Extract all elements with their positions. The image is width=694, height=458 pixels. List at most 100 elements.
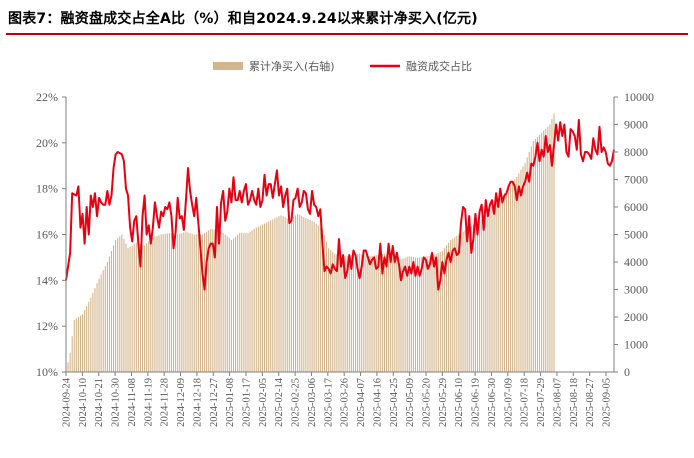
bar (253, 229, 255, 372)
bar (113, 245, 115, 372)
bar (518, 173, 520, 372)
bar (251, 230, 253, 373)
bar (144, 245, 146, 372)
bar (344, 256, 346, 372)
header: 图表7：融资盘成交占全A比（%）和自2024.9.24以来累计净买入(亿元) (0, 0, 694, 35)
bar (338, 255, 340, 373)
x-tick-label: 2024-12-09 (176, 378, 187, 427)
bar (84, 310, 86, 373)
bar (392, 257, 394, 373)
bar (133, 244, 135, 373)
bar (305, 218, 307, 372)
bar (158, 235, 160, 372)
bar (398, 258, 400, 372)
line-path (65, 118, 615, 291)
legend: 累计净买入(右轴) 融资成交占比 (213, 59, 472, 73)
left-tick-label: 16% (36, 228, 58, 242)
bar (127, 248, 129, 372)
right-tick-label: 9000 (624, 118, 648, 132)
bar (71, 336, 73, 372)
bar (507, 187, 510, 372)
bar (115, 240, 117, 372)
bar (195, 234, 197, 372)
bar (503, 193, 505, 372)
x-tick-label: 2025-02-05 (258, 378, 269, 427)
bar (94, 288, 96, 373)
bar (522, 166, 524, 372)
x-tick-label: 2025-04-25 (389, 378, 400, 427)
bar (414, 257, 417, 372)
bar (536, 136, 539, 373)
bar (363, 255, 365, 373)
bar (357, 254, 359, 372)
bar (541, 132, 543, 372)
bar (334, 253, 336, 372)
bar (247, 233, 249, 373)
bar (98, 278, 100, 372)
bar (307, 219, 309, 372)
right-tick-label: 8000 (624, 145, 648, 159)
bar (388, 255, 390, 372)
bar (309, 220, 311, 372)
bar (102, 270, 104, 372)
x-tick-label: 2024-10-21 (94, 378, 105, 427)
legend-bar-swatch (213, 62, 243, 70)
bar (501, 196, 503, 372)
bar (204, 233, 206, 373)
bar (81, 314, 84, 372)
x-tick-label: 2025-01-17 (242, 378, 253, 427)
right-tick-label: 5000 (624, 228, 648, 242)
bar (183, 232, 185, 372)
x-tick-label: 2025-02-14 (274, 377, 285, 427)
bar (129, 246, 131, 373)
bar (328, 248, 330, 372)
bar (336, 254, 338, 372)
bar (340, 255, 342, 372)
title-divider (6, 33, 688, 35)
bar (168, 233, 170, 373)
bar (485, 215, 487, 372)
bar (152, 237, 154, 372)
bar (352, 254, 354, 372)
bar (551, 119, 553, 372)
bar (402, 258, 404, 372)
bar (549, 124, 551, 372)
bar (79, 315, 82, 373)
bar (210, 229, 212, 372)
bar (156, 235, 158, 373)
bar (261, 224, 263, 372)
bar (499, 198, 501, 372)
bar (270, 220, 272, 372)
right-tick-label: 4000 (624, 255, 648, 269)
x-tick-label: 2024-12-27 (209, 378, 220, 427)
bar (493, 204, 495, 372)
bar (150, 239, 152, 372)
left-tick-label: 14% (36, 273, 58, 287)
bar (452, 238, 454, 373)
bar (448, 242, 450, 372)
bar (268, 221, 270, 372)
bar (417, 257, 419, 373)
bar (313, 222, 315, 373)
bar (390, 256, 392, 372)
bar (301, 215, 303, 372)
bar (88, 301, 90, 373)
bar (181, 233, 183, 373)
bar (191, 233, 193, 372)
bar (170, 233, 173, 372)
left-axis: 10% 12% 14% 16% 18% 20% 22% (36, 90, 67, 379)
legend-line-label: 融资成交占比 (406, 59, 472, 73)
bar (315, 223, 317, 372)
bar (123, 239, 125, 372)
bar (379, 254, 381, 372)
bar (77, 317, 79, 372)
bar (348, 255, 350, 372)
bar (224, 234, 226, 372)
bar (290, 218, 292, 372)
bar (481, 219, 483, 373)
bar (400, 259, 402, 372)
x-tick-label: 2025-06-10 (454, 378, 465, 427)
bar (441, 251, 443, 372)
bar (361, 254, 363, 372)
bar (119, 236, 121, 372)
